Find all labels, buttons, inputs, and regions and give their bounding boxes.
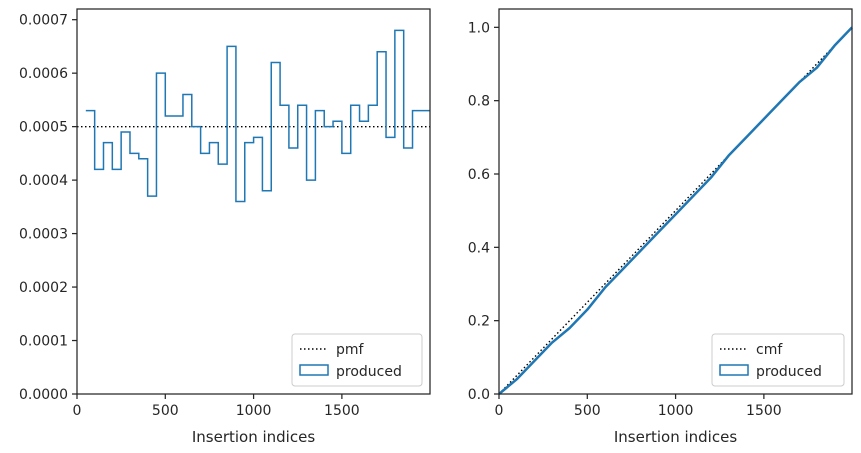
plot-frame (76, 8, 431, 395)
y-tick-label: 0.0 (468, 387, 490, 403)
produced-histogram (85, 29, 430, 203)
legend-box (291, 333, 423, 387)
y-tick-label: 0.0000 (19, 387, 68, 403)
x-axis-ticks: 0 500 1000 1500 (73, 394, 360, 419)
y-axis-ticks: 0.0000 0.0001 0.0002 0.0003 0.0004 0.0005 0.00… (19, 13, 77, 403)
x-axis-label: Insertion indices (614, 428, 737, 446)
y-tick-label: 0.0002 (19, 280, 68, 296)
plot-frame (498, 8, 853, 395)
x-axis-ticks: 0 500 1000 1500 (495, 394, 782, 419)
y-tick-label: 0.6 (468, 167, 490, 183)
legend: pmf produced (291, 333, 423, 387)
x-axis-label: Insertion indices (192, 428, 315, 446)
x-tick-label: 1000 (658, 403, 694, 419)
y-tick-label: 0.0006 (19, 66, 68, 82)
legend-produced-label: produced (336, 364, 402, 380)
x-tick-label: 0 (73, 403, 82, 419)
produced-line (498, 26, 853, 395)
y-tick-label: 0.0001 (19, 334, 68, 350)
x-tick-label: 0 (495, 403, 504, 419)
legend-box (711, 333, 845, 387)
pmf-chart: 0 500 1000 1500 0.00000.00010.00020.00030.0… (19, 8, 431, 446)
y-tick-label: 0.0007 (19, 13, 68, 29)
x-tick-label: 1500 (324, 403, 360, 419)
x-tick-label: 500 (574, 403, 601, 419)
legend: cmf produced (711, 333, 845, 387)
produced-histogram-series (85, 29, 430, 203)
produced-cumulative-series (498, 26, 853, 395)
x-tick-label: 500 (152, 403, 179, 419)
x-tick-label: 1500 (746, 403, 782, 419)
cmf-chart: 0 500 1000 1500 0.0 0.2 0.4 0.6 0.8 1.0 Insertio… (468, 8, 853, 446)
y-axis-ticks: 0.0 0.2 0.4 0.6 0.8 1.0 (468, 20, 499, 403)
legend-produced-swatch (299, 364, 329, 376)
x-tick-label: 1000 (236, 403, 272, 419)
y-tick-label: 1.0 (468, 20, 490, 36)
legend-produced-swatch (719, 364, 749, 376)
legend-produced-label: produced (756, 364, 822, 380)
legend-cmf-label: cmf (756, 342, 783, 358)
y-tick-label: 0.8 (468, 94, 490, 110)
y-tick-label: 0.2 (468, 314, 490, 330)
legend-pmf-label: pmf (336, 342, 365, 358)
y-tick-label: 0.0004 (19, 173, 68, 189)
y-tick-label: 0.0005 (19, 120, 68, 136)
y-tick-label: 0.0003 (19, 227, 68, 243)
y-tick-label: 0.4 (468, 240, 490, 256)
